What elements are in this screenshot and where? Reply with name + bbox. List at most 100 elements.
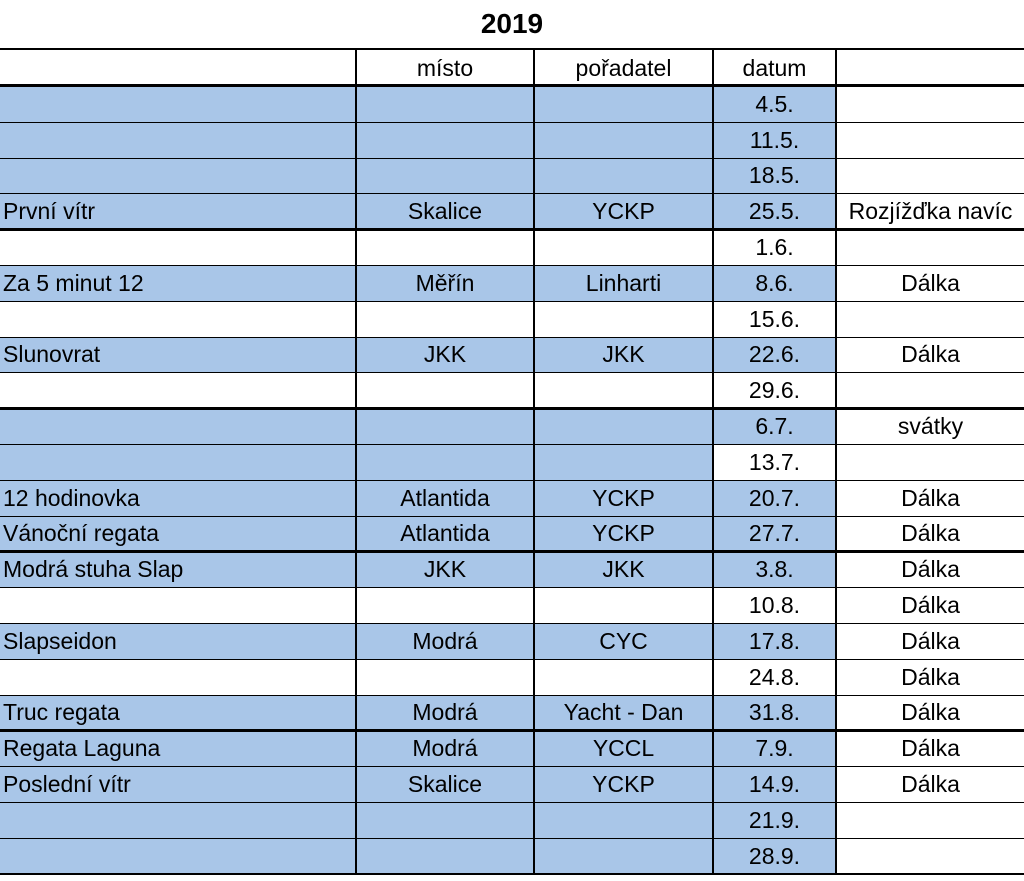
cell-misto: [357, 87, 535, 122]
cell-misto: Atlantida: [357, 480, 535, 516]
table-title: 2019: [480, 8, 544, 39]
table-row: 6.7. svátky: [0, 408, 1024, 444]
cell-datum: 22.6.: [714, 337, 837, 373]
cell-misto: [357, 659, 535, 695]
cell-name: Slapseidon: [0, 624, 357, 659]
cell-poradatel: [535, 838, 714, 874]
cell-name: [0, 588, 357, 623]
cell-datum: 29.6.: [714, 373, 837, 409]
header-cell-datum: datum: [714, 50, 837, 86]
cell-poradatel: [535, 409, 714, 444]
cell-misto: Modrá: [357, 731, 535, 767]
cell-datum: 20.7.: [714, 480, 837, 516]
cell-poradatel: JKK: [535, 337, 714, 373]
table-row: Vánoční regata Atlantida YCKP 27.7. Dálka: [0, 515, 1024, 552]
cell-name: Poslední vítr: [0, 767, 357, 802]
cell-note: [837, 230, 1024, 265]
cell-note: Dálka: [901, 269, 960, 296]
cell-misto: JKK: [357, 337, 535, 373]
cell-note: [837, 445, 1024, 480]
cell-datum: 10.8.: [714, 588, 837, 623]
table-row: První vítr Skalice YCKP 25.5. Rozjížďka naví…: [0, 193, 1024, 230]
table-row: Modrá stuha Slap JKK JKK 3.8. Dálka: [0, 551, 1024, 588]
cell-misto: Měřín: [357, 266, 535, 301]
cell-name: Regata Laguna: [0, 731, 357, 767]
cell-name: [0, 659, 357, 695]
cell-note: Dálka: [901, 520, 960, 547]
cell-datum: 27.7.: [714, 516, 837, 552]
cell-poradatel: [535, 122, 714, 158]
cell-datum: 14.9.: [714, 767, 837, 802]
table-row: Truc regata Modrá Yacht - Dan 31.8. Dálka: [0, 694, 1024, 731]
table-row: 13.7.: [0, 444, 1024, 480]
table-rule: [0, 84, 1024, 87]
cell-name: [0, 87, 357, 122]
table-row: Regata Laguna Modrá YCCL 7.9. Dálka: [0, 730, 1024, 767]
cell-poradatel: [535, 301, 714, 337]
cell-note: Dálka: [901, 699, 960, 726]
cell-misto: [357, 373, 535, 409]
cell-name: [0, 838, 357, 874]
cell-note: [837, 803, 1024, 838]
cell-poradatel: [535, 87, 714, 122]
cell-poradatel: [535, 445, 714, 480]
cell-note: [837, 123, 1024, 158]
cell-name: Vánoční regata: [0, 516, 357, 552]
cell-note: Dálka: [901, 735, 960, 762]
header-cell-name: [0, 50, 357, 86]
cell-name: 12 hodinovka: [0, 480, 357, 516]
cell-note: [837, 87, 1024, 122]
cell-note: Dálka: [901, 592, 960, 619]
cell-name: [0, 230, 357, 265]
cell-note: [837, 839, 1024, 874]
cell-poradatel: YCKP: [535, 480, 714, 516]
table-row: 10.8. Dálka: [0, 587, 1024, 623]
cell-misto: Skalice: [357, 194, 535, 230]
cell-name: První vítr: [0, 194, 357, 230]
cell-name: Za 5 minut 12: [0, 266, 357, 301]
table-header-row: místo pořadatel datum: [0, 50, 1024, 86]
table-row: 1.6.: [0, 229, 1024, 265]
cell-datum: 15.6.: [714, 301, 837, 337]
table-rule: [0, 728, 1024, 732]
cell-datum: 28.9.: [714, 838, 837, 874]
cell-misto: [357, 122, 535, 158]
cell-misto: [357, 838, 535, 874]
table-row: Za 5 minut 12 Měřín Linharti 8.6. Dálka: [0, 265, 1024, 301]
cell-misto: Skalice: [357, 767, 535, 802]
table-rule: [0, 227, 1024, 231]
cell-misto: [357, 445, 535, 480]
cell-datum: 25.5.: [714, 194, 837, 230]
cell-name: [0, 373, 357, 409]
cell-misto: [357, 409, 535, 444]
cell-datum: 18.5.: [714, 158, 837, 194]
cell-misto: Atlantida: [357, 516, 535, 552]
table-rule: [0, 406, 1024, 410]
table-row: 29.6.: [0, 372, 1024, 409]
cell-misto: [357, 158, 535, 194]
cell-name: [0, 409, 357, 444]
cell-datum: 21.9.: [714, 803, 837, 838]
cell-note: Dálka: [901, 771, 960, 798]
header-cell-misto: místo: [357, 50, 535, 86]
cell-note: [837, 302, 1024, 337]
cell-note: [837, 373, 1024, 408]
cell-name: [0, 158, 357, 194]
cell-note: Dálka: [901, 663, 960, 690]
table-row: 18.5.: [0, 157, 1024, 194]
cell-poradatel: [535, 803, 714, 838]
cell-name: Truc regata: [0, 695, 357, 731]
table-row: Slunovrat JKK JKK 22.6. Dálka: [0, 336, 1024, 373]
cell-poradatel: [535, 230, 714, 265]
cell-poradatel: [535, 373, 714, 409]
table-row: 24.8. Dálka: [0, 658, 1024, 695]
cell-note: Dálka: [901, 341, 960, 368]
header-cell-note: [837, 50, 1024, 86]
cell-note: Dálka: [901, 627, 960, 654]
cell-note: Rozjížďka navíc: [848, 198, 1013, 225]
table-row: 15.6.: [0, 300, 1024, 337]
header-cell-poradatel: pořadatel: [535, 50, 714, 86]
cell-note: Dálka: [901, 484, 960, 511]
cell-datum: 3.8.: [714, 552, 837, 588]
cell-poradatel: [535, 659, 714, 695]
